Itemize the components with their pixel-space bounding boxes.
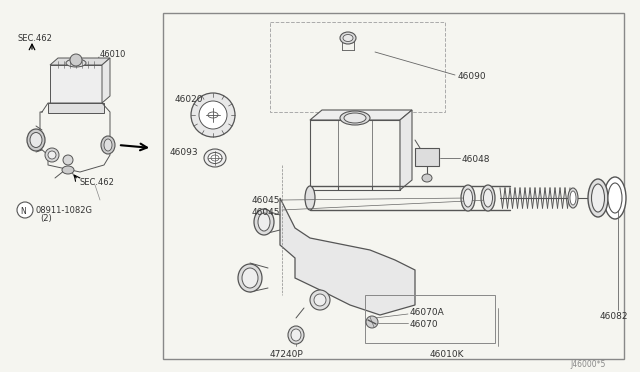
Text: 46010: 46010 bbox=[100, 50, 126, 59]
Polygon shape bbox=[50, 58, 110, 65]
Polygon shape bbox=[280, 198, 415, 315]
Text: 46010K: 46010K bbox=[430, 350, 465, 359]
Bar bbox=[365, 295, 495, 343]
Ellipse shape bbox=[204, 149, 226, 167]
Ellipse shape bbox=[344, 113, 366, 123]
Ellipse shape bbox=[291, 329, 301, 341]
Ellipse shape bbox=[570, 191, 576, 205]
Ellipse shape bbox=[591, 184, 605, 212]
Text: 08911-1082G: 08911-1082G bbox=[35, 206, 92, 215]
Ellipse shape bbox=[66, 59, 86, 67]
Text: J46000*5: J46000*5 bbox=[570, 360, 605, 369]
Polygon shape bbox=[102, 58, 110, 103]
Circle shape bbox=[191, 93, 235, 137]
Ellipse shape bbox=[305, 186, 315, 210]
Text: SEC.462: SEC.462 bbox=[18, 34, 53, 43]
Circle shape bbox=[310, 290, 330, 310]
Bar bbox=[50, 65, 102, 103]
Ellipse shape bbox=[568, 188, 578, 208]
Ellipse shape bbox=[62, 166, 74, 174]
Text: N: N bbox=[20, 207, 26, 216]
Ellipse shape bbox=[481, 185, 495, 211]
Ellipse shape bbox=[238, 264, 262, 292]
Bar bbox=[270, 22, 445, 112]
Ellipse shape bbox=[104, 139, 112, 151]
Ellipse shape bbox=[101, 136, 115, 154]
Circle shape bbox=[63, 155, 73, 165]
Ellipse shape bbox=[588, 179, 608, 217]
Ellipse shape bbox=[608, 183, 622, 213]
Ellipse shape bbox=[340, 111, 370, 125]
Circle shape bbox=[45, 148, 59, 162]
Ellipse shape bbox=[343, 35, 353, 42]
Ellipse shape bbox=[208, 153, 222, 164]
Circle shape bbox=[314, 294, 326, 306]
Bar bbox=[163, 13, 624, 359]
Circle shape bbox=[366, 316, 378, 328]
Ellipse shape bbox=[340, 32, 356, 44]
Polygon shape bbox=[400, 110, 412, 190]
Text: 46090: 46090 bbox=[458, 72, 486, 81]
Ellipse shape bbox=[604, 177, 626, 219]
Text: 46020: 46020 bbox=[175, 95, 204, 104]
Circle shape bbox=[48, 151, 56, 159]
Ellipse shape bbox=[254, 209, 274, 235]
Ellipse shape bbox=[483, 189, 493, 207]
Ellipse shape bbox=[461, 185, 475, 211]
Ellipse shape bbox=[242, 268, 258, 288]
Ellipse shape bbox=[463, 189, 472, 207]
Bar bbox=[48, 103, 104, 113]
Bar bbox=[415, 148, 439, 166]
Ellipse shape bbox=[27, 129, 45, 151]
Text: 47240P: 47240P bbox=[270, 350, 304, 359]
Circle shape bbox=[17, 202, 33, 218]
Text: (2): (2) bbox=[40, 214, 52, 223]
Text: SEC.462: SEC.462 bbox=[80, 178, 115, 187]
Text: 46045: 46045 bbox=[252, 196, 280, 205]
Ellipse shape bbox=[30, 132, 42, 148]
Text: 46045: 46045 bbox=[252, 208, 280, 217]
Circle shape bbox=[199, 101, 227, 129]
Ellipse shape bbox=[258, 213, 270, 231]
Polygon shape bbox=[310, 110, 412, 120]
Text: 46093: 46093 bbox=[170, 148, 198, 157]
Text: 46070A: 46070A bbox=[410, 308, 445, 317]
Circle shape bbox=[70, 54, 82, 66]
Text: 46048: 46048 bbox=[462, 155, 490, 164]
Text: 46082: 46082 bbox=[600, 312, 628, 321]
Ellipse shape bbox=[288, 326, 304, 344]
Text: 46070: 46070 bbox=[410, 320, 438, 329]
Ellipse shape bbox=[422, 174, 432, 182]
